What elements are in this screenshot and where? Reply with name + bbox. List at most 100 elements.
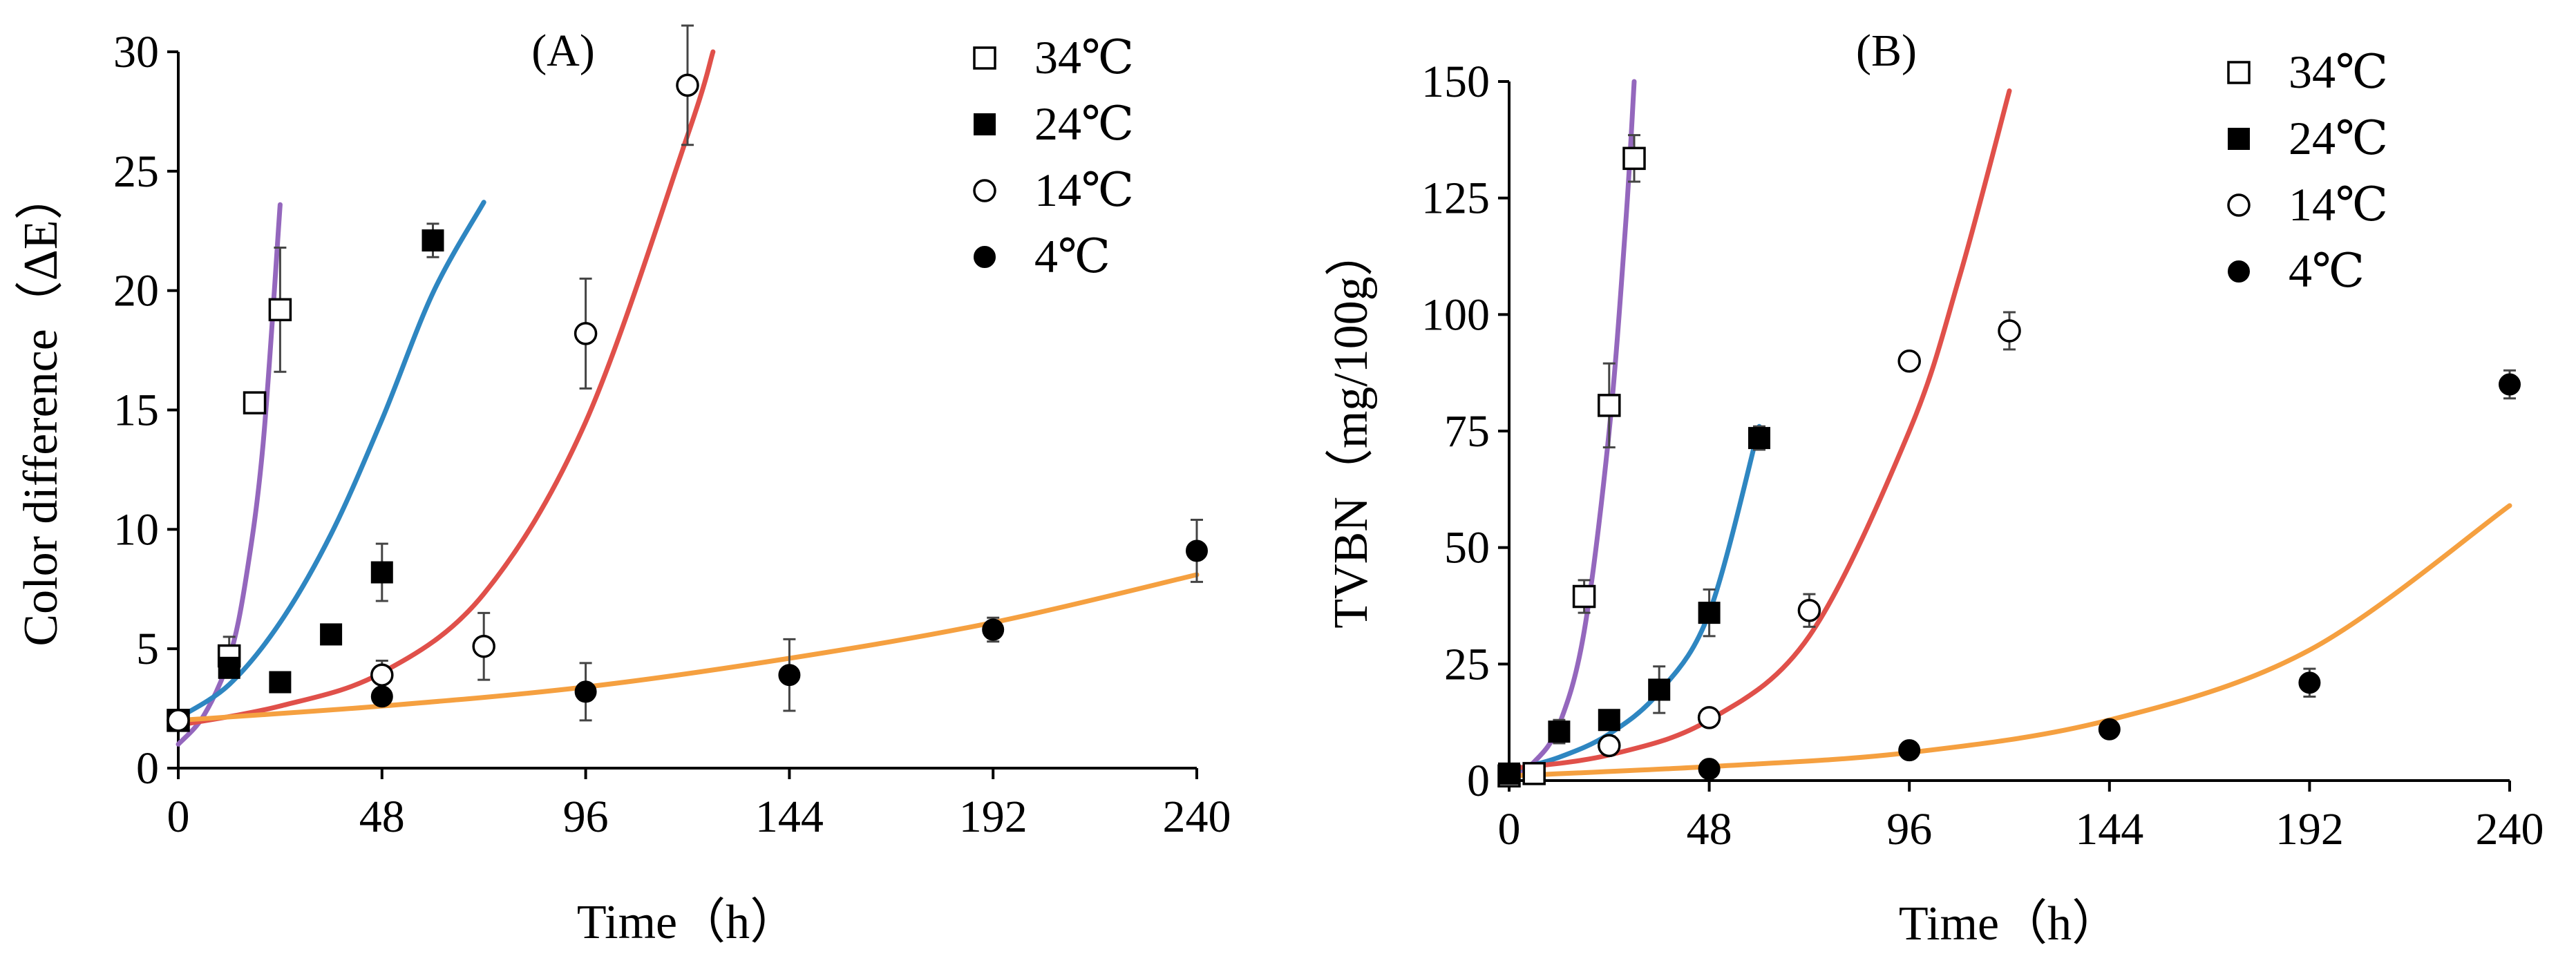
panel-b-legend-label-34c: 34℃: [2289, 46, 2388, 98]
panel-b-chart: (B) 0 48 96 144 192 240 0 25 50 75 100 125 150 Time（…: [1325, 26, 2544, 950]
panel-a-label: (A): [531, 26, 595, 76]
panel-b-y-tick-label: 25: [1444, 639, 1490, 689]
panel-a-fit-curve-4c: [176, 572, 1200, 723]
panel-a-legend-label-14c: 14℃: [1034, 164, 1134, 216]
panel-b-legend-label-4c: 4℃: [2289, 245, 2365, 297]
panel-b-point-24c: [1598, 709, 1620, 732]
panel-b-point-34c: [1598, 394, 1621, 417]
panel-a-legend-marker-4c: [974, 246, 996, 268]
panel-a-point-34c: [243, 391, 267, 414]
panel-a-point-34c: [268, 298, 292, 322]
panel-a-x-tick-label: 48: [359, 792, 405, 842]
panel-b-point-24c: [1698, 602, 1721, 624]
panel-a-legend-label-24c: 24℃: [1034, 97, 1134, 150]
panel-b-legend-marker-34c: [2227, 61, 2251, 84]
panel-b-y-axis-label: TVBN（mg/100g）: [1325, 228, 1378, 628]
panel-b-legend-item-34c: 34℃: [2227, 46, 2388, 98]
panel-b-x-tick-label: 192: [2275, 804, 2344, 854]
panel-b-x-tick-label: 48: [1687, 804, 1732, 854]
panel-b-point-24c: [1648, 678, 1671, 701]
panel-a-point-24c: [320, 623, 343, 646]
panel-a-x-tick-label: 144: [755, 792, 824, 842]
panel-b-point-34c: [1522, 762, 1546, 785]
panel-b-point-4c: [1898, 739, 1921, 762]
panel-b-fit-curve-34c: [1506, 79, 1637, 778]
panel-a-x-axis-label: Time（h）: [577, 896, 798, 949]
panel-a-y-tick-label: 30: [113, 27, 159, 77]
panel-b-point-14c: [1897, 350, 1921, 373]
panel-b-y-tick-label: 50: [1444, 523, 1490, 573]
panel-a-point-24c: [269, 671, 292, 694]
panel-b-x-tick-label: 0: [1498, 804, 1521, 854]
panel-a-fit-curve-14c: [176, 49, 716, 728]
panel-b-point-4c: [2098, 718, 2121, 741]
panel-b-point-24c: [1548, 720, 1571, 743]
panel-a-point-4c: [574, 680, 597, 703]
panel-b-y-tick-label: 125: [1421, 173, 1490, 224]
panel-b-point-14c: [1998, 319, 2021, 343]
panel-a-legend-marker-14c: [973, 179, 996, 202]
panel-b-point-24c: [1498, 762, 1520, 785]
panel-b-x-tick-label: 96: [1886, 804, 1932, 854]
panel-b-point-14c: [1797, 598, 1821, 622]
panel-b-point-14c: [1697, 706, 1721, 729]
panel-b-fit-curve-14c: [1506, 88, 2012, 772]
panel-a-legend-item-34c: 34℃: [973, 31, 1134, 84]
panel-a-point-4c: [982, 618, 1005, 641]
panel-b-point-4c: [2499, 373, 2521, 396]
panel-a-point-14c: [574, 322, 598, 345]
panel-a-point-14c: [167, 709, 190, 732]
panel-b-legend-item-24c: 24℃: [2228, 112, 2388, 164]
panel-a-y-tick-label: 20: [113, 266, 159, 316]
panel-b-x-axis-label: Time（h）: [1899, 897, 2120, 950]
panel-a-point-24c: [218, 656, 240, 679]
panel-a-fit-curve-34c: [176, 202, 283, 747]
panel-b-point-34c: [1622, 146, 1646, 171]
panel-a-legend-item-14c: 14℃: [973, 164, 1134, 216]
panel-a-legend-item-24c: 24℃: [974, 97, 1134, 150]
panel-a-y-tick-label: 5: [136, 624, 159, 674]
panel-a-point-4c: [1186, 539, 1208, 562]
panel-a-chart: (A) 0 48 96 144 192 240 0 5 10 15 20 25 30 Time（h） C…: [15, 24, 1231, 949]
panel-b-x-tick-label: 144: [2075, 804, 2143, 854]
panel-a-point-4c: [778, 664, 801, 687]
panel-a-y-tick-label: 25: [113, 146, 159, 197]
panel-b-legend-item-14c: 14℃: [2227, 178, 2388, 231]
panel-a-x-tick-label: 192: [959, 792, 1027, 842]
panel-b-x-tick-label: 240: [2476, 804, 2544, 854]
panel-b-fit-curve-4c: [1506, 503, 2512, 778]
panel-b-point-14c: [1598, 734, 1621, 758]
panel-b-label: (B): [1856, 26, 1917, 76]
panel-b-point-24c: [1748, 427, 1770, 450]
panel-a-point-24c: [422, 229, 444, 252]
panel-a-point-24c: [370, 561, 393, 584]
panel-b-legend-label-14c: 14℃: [2289, 178, 2388, 231]
panel-a-x-tick-label: 96: [563, 792, 609, 842]
panel-b-legend-marker-4c: [2228, 260, 2250, 283]
panel-a-y-tick-label: 0: [136, 743, 159, 794]
panel-b-y-tick-label: 0: [1467, 756, 1490, 806]
panel-b-legend-marker-24c: [2228, 128, 2250, 150]
panel-a-legend-label-34c: 34℃: [1034, 31, 1134, 84]
panel-b-y-tick-label: 150: [1421, 57, 1490, 107]
panel-a-y-axis-label: Color difference（ΔE）: [15, 171, 68, 646]
panel-b-y-tick-label: 75: [1444, 406, 1490, 457]
panel-b-point-34c: [1572, 584, 1596, 609]
panel-a-legend-marker-34c: [973, 46, 996, 70]
panel-b-point-4c: [1698, 758, 1721, 781]
panel-a-legend-marker-24c: [974, 113, 996, 135]
panel-b-legend-label-24c: 24℃: [2289, 112, 2388, 164]
panel-a-point-4c: [370, 685, 393, 708]
panel-b-point-4c: [2298, 671, 2321, 694]
panel-b-legend-marker-14c: [2227, 193, 2251, 217]
panel-a-point-14c: [676, 73, 699, 97]
panel-a-y-tick-label: 10: [113, 504, 159, 555]
panel-a-legend-item-4c: 4℃: [974, 230, 1110, 283]
panel-a-x-tick-label: 0: [167, 792, 190, 842]
panel-a-point-14c: [370, 663, 394, 687]
panel-a-x-tick-label: 240: [1163, 792, 1231, 842]
panel-b-y-tick-label: 100: [1421, 289, 1490, 340]
panel-a-point-14c: [472, 634, 495, 658]
panel-a-y-tick-label: 15: [113, 385, 159, 436]
